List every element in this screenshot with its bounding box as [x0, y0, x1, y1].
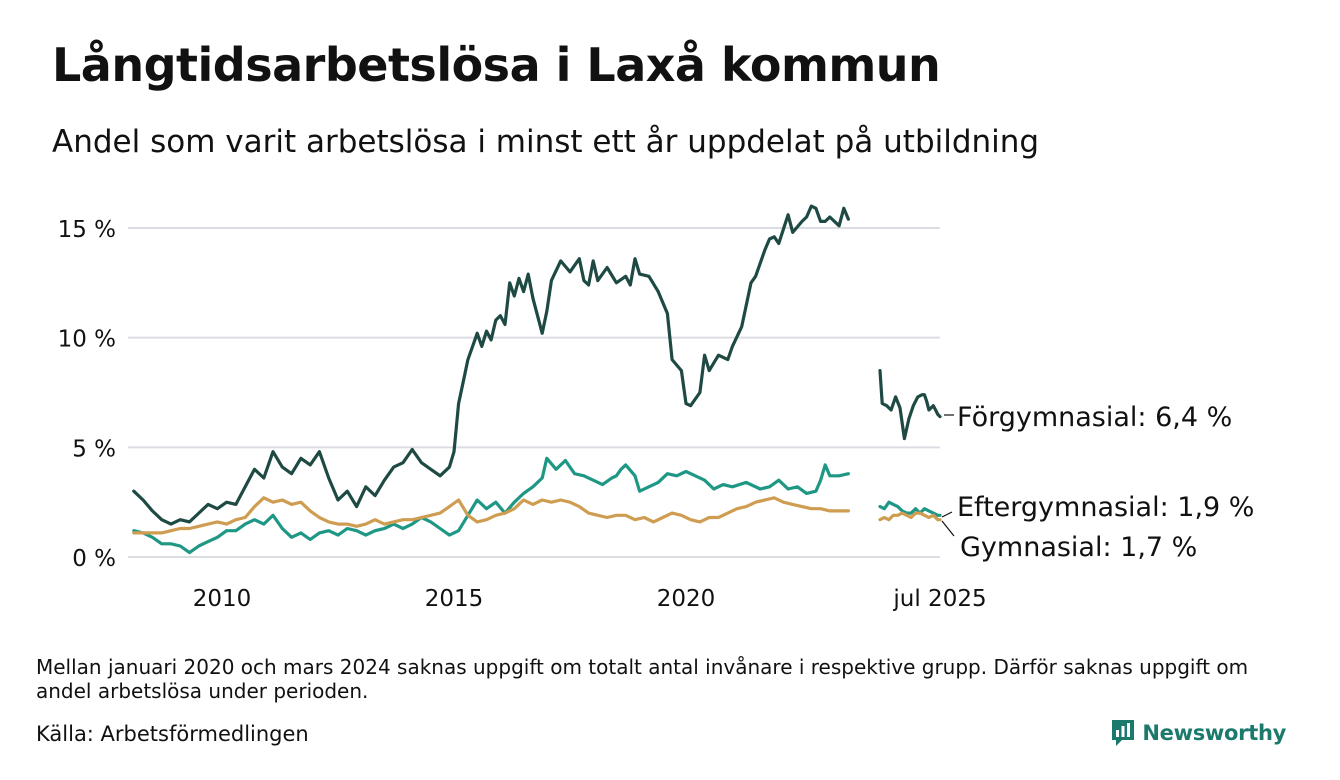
end-label-gymnasial: Gymnasial: 1,7 %	[960, 532, 1197, 563]
series-line-förgymnasial	[878, 369, 942, 441]
line-chart: 0 % 5 % 10 % 15 % 2010 2015 2020 jul 2025 Förg…	[58, 204, 1254, 612]
end-label-eftergymnasial: Eftergymnasial: 1,9 %	[957, 492, 1254, 523]
end-label-förgymnasial: Förgymnasial: 6,4 %	[957, 402, 1232, 433]
x-tick-label: 2020	[657, 586, 716, 612]
chart-subtitle: Andel som varit arbetslösa i minst ett å…	[52, 124, 1040, 160]
series-line-eftergymnasial	[878, 500, 942, 517]
source-credit: Källa: Arbetsförmedlingen	[36, 722, 309, 746]
brand-name: Newsworthy	[1142, 721, 1286, 745]
label-leader-line	[941, 520, 955, 537]
series-line-gymnasial	[132, 496, 850, 535]
y-tick-label: 0 %	[72, 546, 116, 572]
chart-title: Långtidsarbetslösa i Laxå kommun	[52, 38, 941, 92]
label-leader-line	[941, 511, 953, 518]
series-line-förgymnasial	[132, 204, 850, 526]
x-tick-label: jul 2025	[892, 586, 986, 612]
brand-logo[interactable]: Newsworthy	[1110, 718, 1286, 748]
y-tick-label: 10 %	[58, 327, 116, 353]
footnote: Mellan januari 2020 och mars 2024 saknas…	[36, 655, 1249, 703]
x-tick-label: 2015	[425, 586, 484, 612]
y-tick-label: 15 %	[58, 217, 116, 243]
newsworthy-logo-icon	[1112, 720, 1135, 746]
x-tick-label: 2010	[193, 586, 252, 612]
series-line-gymnasial	[878, 511, 942, 522]
gridlines	[128, 227, 940, 558]
series-line-eftergymnasial	[132, 456, 850, 555]
end-labels: Förgymnasial: 6,4 % Eftergymnasial: 1,9 %…	[941, 402, 1254, 563]
y-tick-label: 5 %	[72, 436, 116, 462]
x-axis-ticks: 2010 2015 2020 jul 2025	[193, 586, 987, 612]
y-axis-ticks: 0 % 5 % 10 % 15 %	[58, 217, 116, 572]
series-lines	[132, 204, 942, 555]
